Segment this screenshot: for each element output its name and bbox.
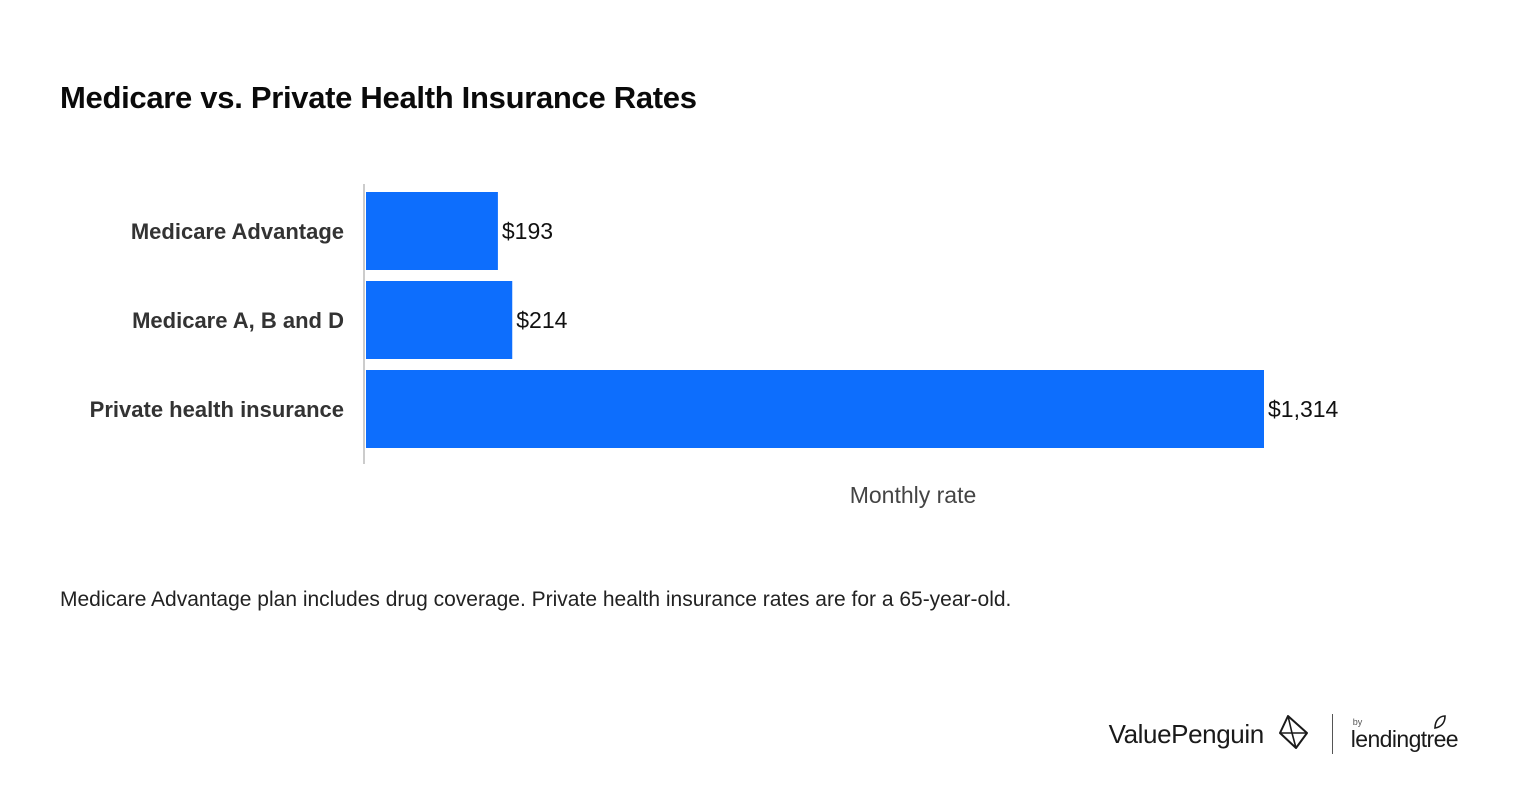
lendingtree-logo-text: lendingtree (1350, 725, 1459, 752)
category-label-0: Medicare Advantage (131, 219, 344, 244)
bars-layer (366, 192, 1264, 448)
chart-title: Medicare vs. Private Health Insurance Ra… (60, 80, 697, 115)
lendingtree-logo: by lendingtree (1350, 714, 1459, 752)
value-label-0: $193 (502, 218, 553, 244)
brand-footer: ValuePenguin by lendingtree (1108, 712, 1459, 757)
bar-0 (366, 192, 498, 270)
lendingtree-by-label: by (1352, 716, 1363, 727)
bar-1 (366, 281, 513, 359)
x-axis-title: Monthly rate (850, 482, 977, 508)
labels-layer: Medicare Advantage $193 Medicare A, B and … (90, 218, 1339, 422)
leaf-icon (1433, 714, 1446, 729)
category-label-1: Medicare A, B and D (132, 308, 344, 333)
valuepenguin-logo-icon (1274, 712, 1314, 757)
category-label-2: Private health insurance (90, 397, 344, 422)
brand-divider (1331, 714, 1333, 754)
footnote: Medicare Advantage plan includes drug co… (60, 588, 1012, 611)
valuepenguin-logo-text: ValuePenguin (1108, 718, 1265, 749)
value-label-2: $1,314 (1268, 396, 1339, 422)
value-label-1: $214 (516, 307, 567, 333)
bar-2 (366, 370, 1264, 448)
